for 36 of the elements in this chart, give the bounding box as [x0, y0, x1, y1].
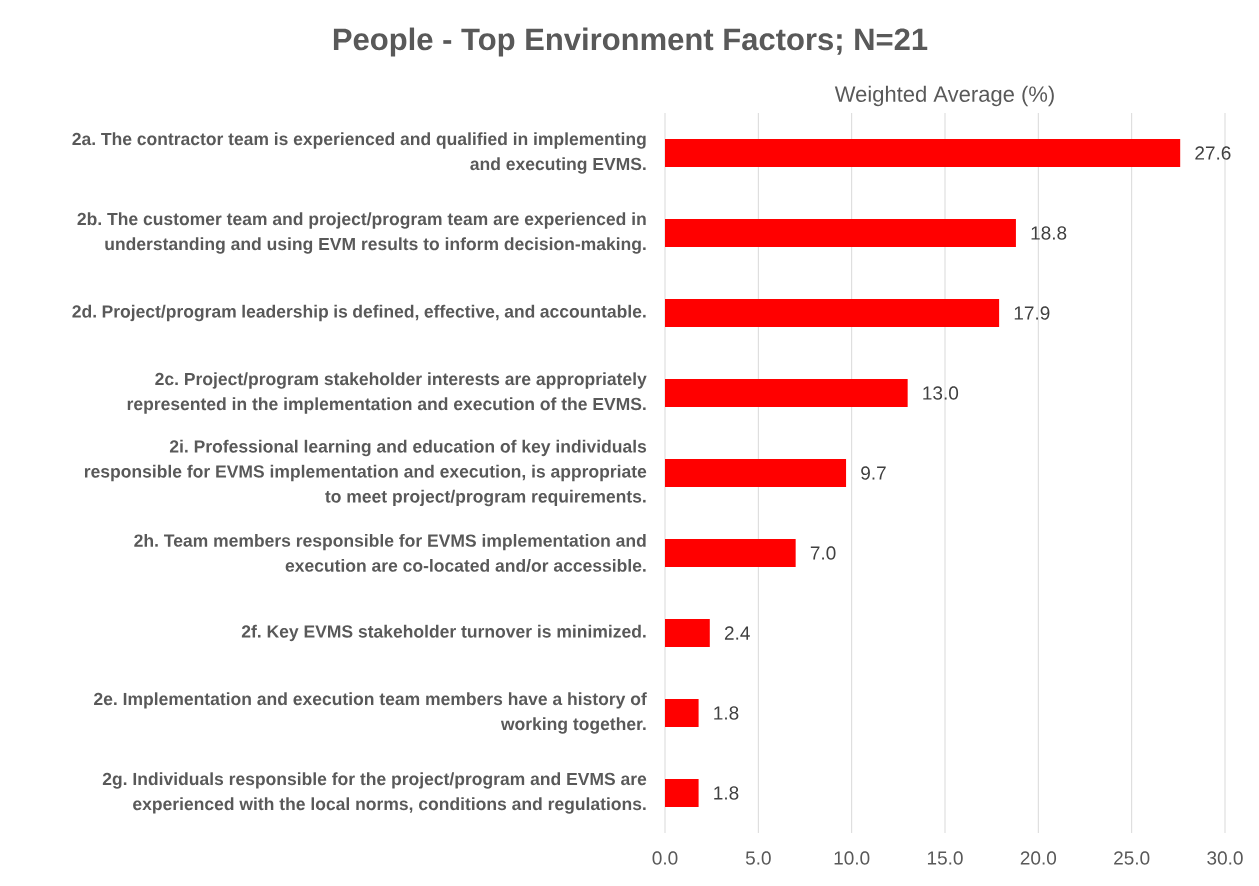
bar: [665, 379, 908, 407]
bar: [665, 699, 699, 727]
data-label: 7.0: [810, 546, 836, 560]
y-tick-label: 2h. Team members responsible for EVMS implementation and execution are co-located and/or accessible.: [134, 533, 646, 573]
x-tick-label: 30.0: [1207, 851, 1243, 865]
y-tick-label: 2d. Project/program leadership is defined, effective, and accountable.: [72, 304, 646, 322]
data-label: 18.8: [1031, 226, 1067, 240]
x-tick-label: 5.0: [745, 851, 771, 865]
data-label: 27.6: [1195, 146, 1231, 160]
data-label: 1.8: [714, 706, 739, 720]
x-tick-label: 15.0: [927, 851, 963, 865]
y-tick-label: 2i. Professional learning and education of key individuals responsible for EVMS implementation and execution, is appropriate to meet project/program requirements.: [84, 439, 647, 507]
bar: [665, 539, 796, 567]
bar: [665, 299, 1000, 327]
bar: [665, 619, 710, 647]
bar: [665, 459, 847, 487]
y-tick-label: 2b. The customer team and project/program team are experienced in understanding and using EVM results to inform decision-making.: [77, 212, 646, 254]
data-label: 1.8: [714, 786, 739, 800]
x-tick-label: 25.0: [1114, 851, 1150, 865]
data-label: 2.4: [724, 626, 750, 640]
bar: [665, 778, 699, 807]
x-tick-label: 20.0: [1020, 851, 1057, 865]
y-tick-label: 2g. Individuals responsible for the project/program and EVMS are experienced with the local norms, conditions and regulations.: [102, 772, 647, 814]
y-tick-label: 2e. Implementation and execution team members have a history of working together.: [94, 692, 647, 734]
x-axis-title: Weighted Average (%): [834, 85, 1054, 107]
y-tick-label: 2a. The contractor team is experienced and qualified in implementing and executing EVMS.: [72, 132, 646, 174]
bar: [665, 139, 1181, 168]
x-tick-label: 0.0: [652, 851, 678, 865]
bar: [665, 219, 1016, 247]
chart-title: People - Top Environment Factors; N=21: [333, 27, 928, 57]
y-tick-label: 2f. Key EVMS stakeholder turnover is minimized.: [241, 624, 646, 642]
data-label: 17.9: [1014, 306, 1050, 320]
y-tick-label: 2c. Project/program stakeholder interests are appropriately represented in the implementation and execution of the EVMS.: [127, 372, 647, 414]
data-label: 13.0: [923, 386, 959, 400]
x-tick-label: 10.0: [834, 851, 870, 865]
data-label: 9.7: [861, 466, 886, 480]
